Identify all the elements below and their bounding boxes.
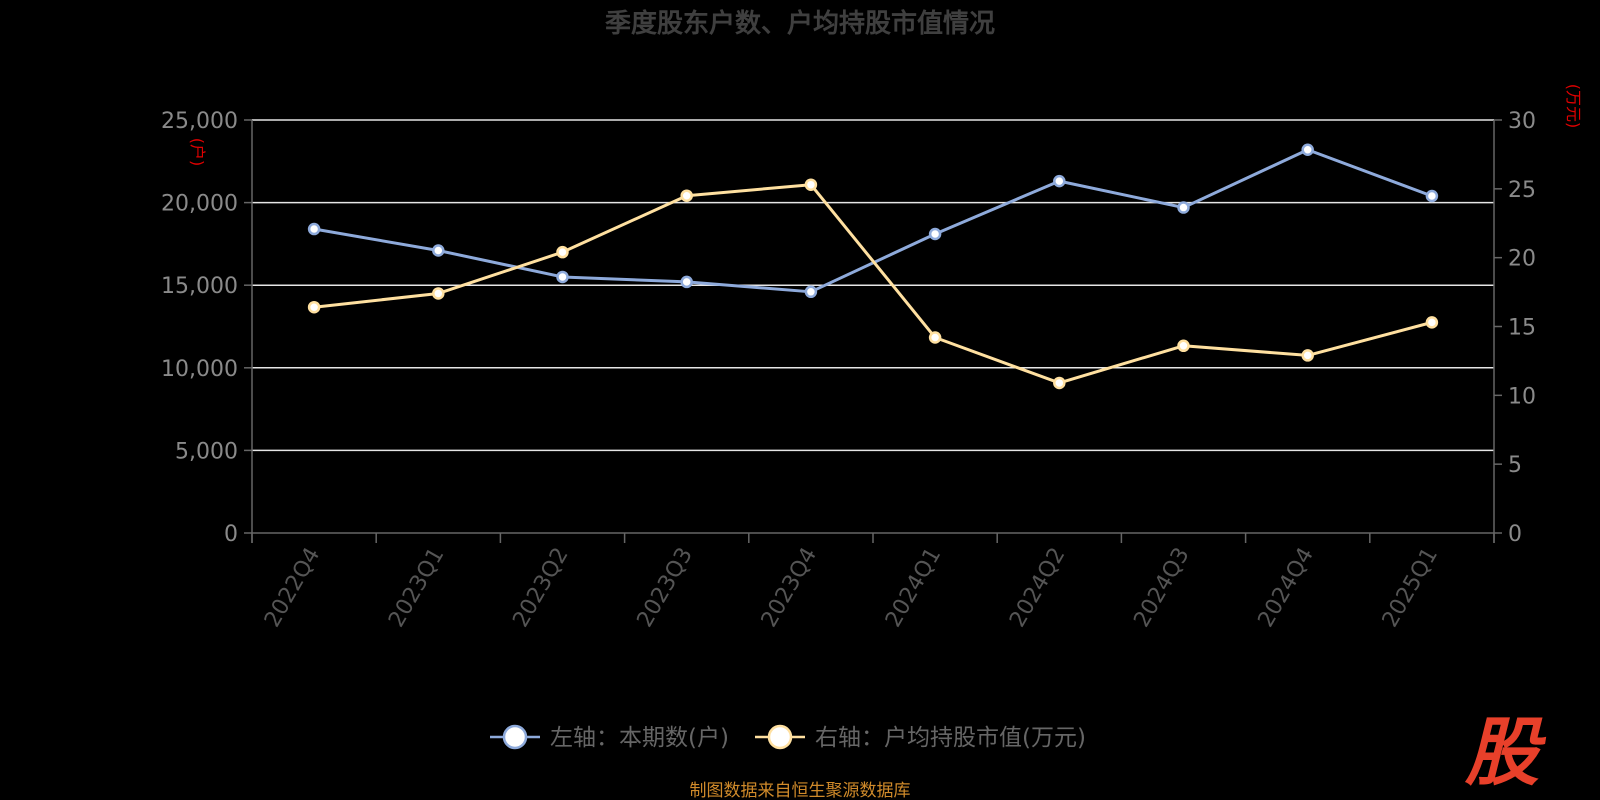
x-axis-tick-label: 2023Q1 bbox=[384, 544, 449, 632]
legend-label-right: 右轴：户均持股市值(万元) bbox=[815, 725, 1086, 751]
series-line-right bbox=[313, 183, 1433, 385]
x-axis-tick-label: 2023Q3 bbox=[633, 544, 698, 632]
x-axis-tick-label: 2024Q3 bbox=[1129, 544, 1194, 632]
data-point-right[interactable] bbox=[432, 287, 445, 300]
left-axis-tick-label: 20,000 bbox=[161, 192, 238, 217]
legend-label-left: 左轴：本期数(户) bbox=[550, 725, 729, 751]
data-point-left[interactable] bbox=[432, 244, 445, 257]
data-point-left[interactable] bbox=[307, 222, 321, 236]
data-point-left[interactable] bbox=[928, 227, 942, 241]
data-point-left[interactable] bbox=[1053, 174, 1066, 188]
data-point-right[interactable] bbox=[680, 189, 693, 202]
legend-item-right-series[interactable]: 右轴：户均持股市值(万元) bbox=[755, 724, 1086, 751]
data-point-left[interactable] bbox=[1425, 189, 1439, 203]
data-point-right[interactable] bbox=[804, 178, 818, 191]
data-point-right[interactable] bbox=[1177, 339, 1190, 353]
x-axis-tick-label: 2022Q4 bbox=[260, 544, 325, 632]
chart-title: 季度股东户数、户均持股市值情况 bbox=[605, 8, 995, 39]
x-axis-tick-label: 2024Q2 bbox=[1005, 544, 1070, 632]
legend-item-left-series[interactable]: 左轴：本期数(户) bbox=[490, 724, 729, 751]
data-point-right[interactable] bbox=[928, 331, 942, 344]
legend-marker-left bbox=[502, 724, 528, 750]
data-point-right[interactable] bbox=[1053, 376, 1066, 390]
left-axis-tick-label: 10,000 bbox=[161, 357, 238, 382]
left-axis-tick-label: 15,000 bbox=[161, 274, 238, 299]
data-point-left[interactable] bbox=[804, 285, 818, 299]
data-point-left[interactable] bbox=[556, 270, 569, 284]
data-source-note: 制图数据来自恒生聚源数据库 bbox=[690, 781, 911, 800]
x-axis-tick-label: 2024Q1 bbox=[881, 544, 946, 632]
left-axis-unit: (户) bbox=[188, 138, 207, 167]
right-axis-tick-label: 5 bbox=[1508, 453, 1522, 478]
right-axis-tick-label: 30 bbox=[1508, 109, 1536, 134]
right-axis-unit: (万元) bbox=[1564, 84, 1583, 129]
data-point-right[interactable] bbox=[1301, 349, 1314, 362]
data-point-left[interactable] bbox=[1177, 201, 1190, 214]
x-axis-tick-label: 2025Q1 bbox=[1378, 544, 1443, 632]
left-axis-tick-label: 5,000 bbox=[175, 439, 238, 464]
legend-marker-right bbox=[767, 724, 793, 750]
axes: 05,00010,00015,00020,00025,0000510152025… bbox=[161, 109, 1536, 632]
left-axis-tick-label: 0 bbox=[224, 522, 238, 547]
series bbox=[307, 143, 1439, 390]
logo-mark: 股 bbox=[1464, 710, 1547, 796]
data-point-left[interactable] bbox=[1301, 143, 1314, 156]
grid-lines bbox=[252, 119, 1494, 452]
series-line-left bbox=[313, 148, 1433, 294]
legend: 左轴：本期数(户) 右轴：户均持股市值(万元) bbox=[490, 724, 1086, 751]
right-axis-tick-label: 15 bbox=[1508, 316, 1536, 341]
left-axis-tick-label: 25,000 bbox=[161, 109, 238, 134]
x-axis-tick-label: 2023Q4 bbox=[757, 544, 822, 632]
data-point-right[interactable] bbox=[307, 300, 321, 314]
right-axis-tick-label: 10 bbox=[1508, 384, 1536, 409]
x-axis-tick-label: 2023Q2 bbox=[508, 544, 573, 632]
right-axis-tick-label: 20 bbox=[1508, 247, 1536, 272]
x-axis-tick-label: 2024Q4 bbox=[1254, 544, 1319, 632]
data-point-right[interactable] bbox=[1425, 316, 1439, 329]
right-axis-tick-label: 25 bbox=[1508, 178, 1536, 203]
data-point-right[interactable] bbox=[556, 245, 569, 259]
right-axis-tick-label: 0 bbox=[1508, 522, 1522, 547]
data-point-left[interactable] bbox=[680, 275, 693, 289]
